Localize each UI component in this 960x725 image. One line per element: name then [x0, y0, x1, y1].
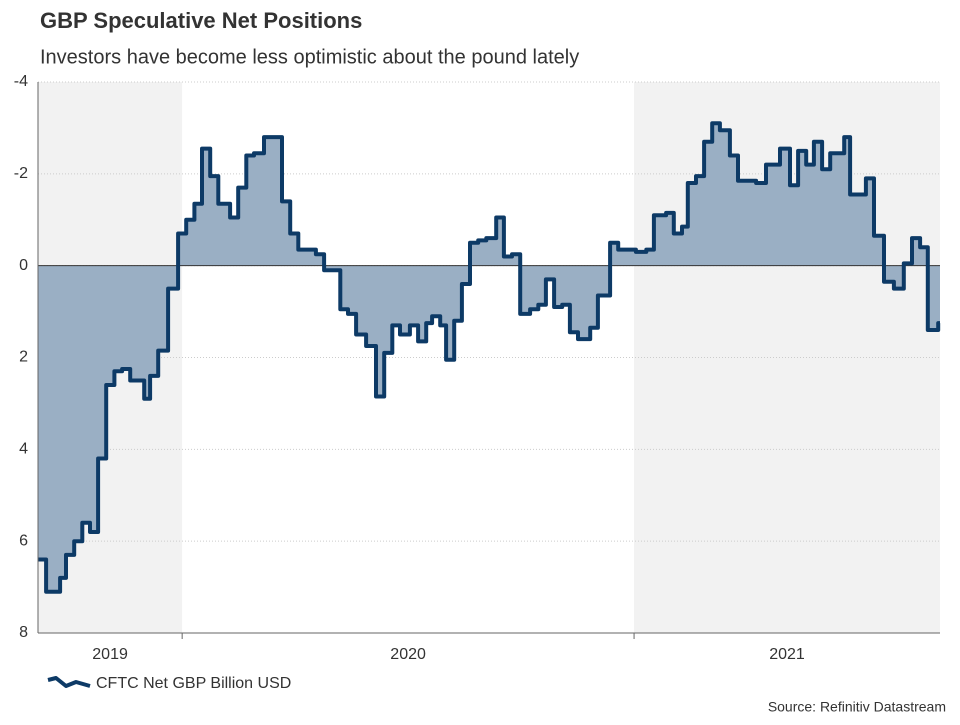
x-tick-label: 2019 — [92, 646, 128, 663]
chart-title: GBP Speculative Net Positions — [40, 8, 362, 33]
y-tick-label: 6 — [19, 532, 28, 549]
x-tick-label: 2020 — [390, 646, 426, 663]
x-tick-label: 2021 — [769, 646, 805, 663]
y-tick-label: 4 — [19, 441, 28, 458]
y-tick-label: 8 — [19, 624, 28, 641]
legend-label: CFTC Net GBP Billion USD — [96, 675, 291, 692]
y-tick-label: -4 — [14, 73, 28, 90]
line — [38, 121, 941, 594]
area — [38, 123, 940, 592]
y-tick-label: 2 — [19, 349, 28, 366]
source-note: Source: Refinitiv Datastream — [768, 699, 946, 715]
y-tick-label: 0 — [19, 257, 28, 274]
legend-swatch — [47, 676, 91, 688]
y-tick-label: -2 — [14, 165, 28, 182]
chart-subtitle: Investors have become less optimistic ab… — [40, 46, 579, 68]
